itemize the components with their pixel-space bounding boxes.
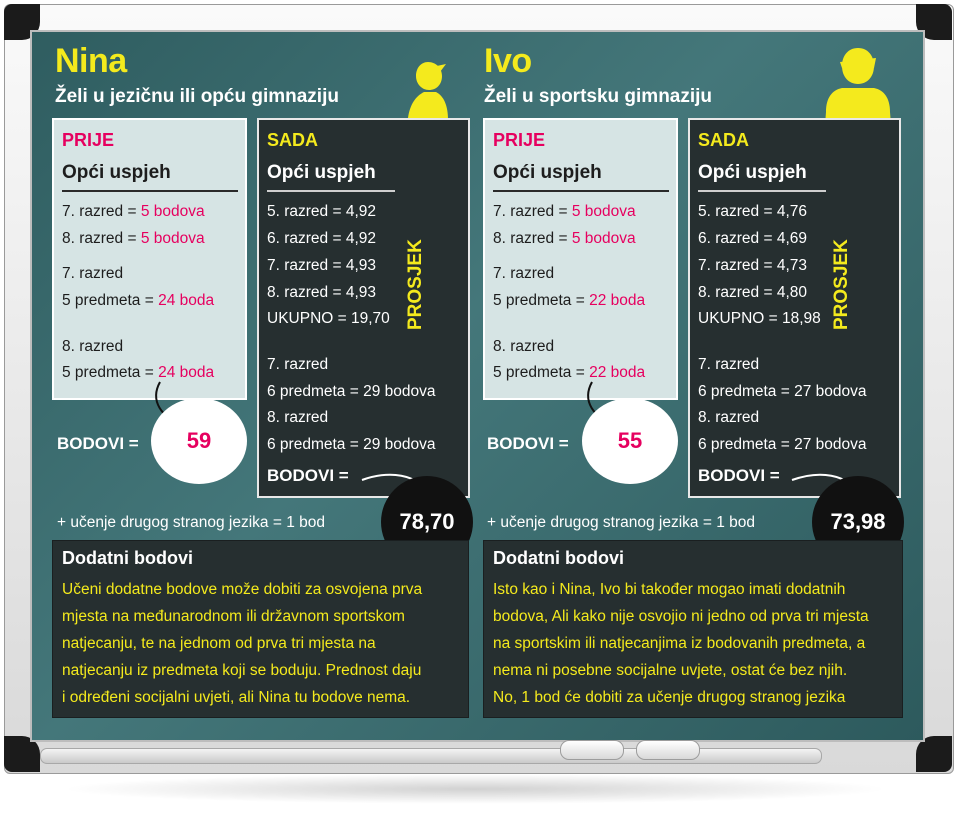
marker-tray — [40, 748, 822, 764]
dodatni-line: natjecanju, te na jednom od prva tri mje… — [62, 635, 376, 652]
sada-bodovi-label-left: BODOVI = — [267, 466, 349, 485]
sada-subject-line-left: 7. razred — [267, 356, 329, 373]
student-name-right: Ivo — [484, 42, 532, 80]
sada-bodovi-label-right: BODOVI = — [698, 466, 780, 485]
dodatni-box-right — [483, 540, 903, 718]
prosjek-label-right: PROSJEK — [831, 239, 852, 330]
sada-subject-line-left: 8. razred — [267, 409, 329, 426]
dodatni-title-left: Dodatni bodovi — [62, 548, 193, 568]
sada-avg-line-left: 6. razred = 4,92 — [267, 230, 376, 247]
dodatni-line: No, 1 bod će dobiti za učenje drugog str… — [493, 689, 846, 706]
sada-subject-line-right: 8. razred — [698, 409, 760, 426]
sada-avg-line-left: 5. razred = 4,92 — [267, 203, 376, 220]
frame-corner — [4, 736, 40, 772]
marker-icon — [636, 740, 700, 760]
dodatni-line: na sportskim ili natjecanjima iz bodovan… — [493, 635, 866, 652]
sada-avg-line-right: 6. razred = 4,69 — [698, 230, 807, 247]
prije-bodovi-label-left: BODOVI = — [57, 434, 139, 453]
sada-total-line-left: UKUPNO = 19,70 — [267, 310, 390, 327]
prije-rule-right — [493, 190, 669, 192]
extra-point-left: + učenje drugog stranog jezika = 1 bod — [57, 514, 325, 531]
sada-box-right — [688, 118, 901, 498]
prije-line-left: 7. razred — [62, 265, 124, 282]
prije-line-right: 7. razred = 5 bodova — [493, 203, 636, 220]
sada-section-left: Opći uspjeh — [267, 162, 376, 183]
dodatni-text-left: Učeni dodatne bodove može dobiti za osvo… — [62, 576, 422, 711]
sada-header-left: SADA — [267, 130, 319, 150]
sada-rule-left — [267, 190, 395, 192]
dodatni-line: mjesta na međunarodnom ili državnom spor… — [62, 608, 405, 625]
sada-subject-line-right: 6 predmeta = 27 bodova — [698, 383, 867, 400]
dodatni-line: natjecanju iz predmeta koji se boduju. P… — [62, 662, 422, 679]
student-name-left: Nina — [55, 42, 127, 80]
board-shadow — [60, 774, 890, 804]
sada-header-right: SADA — [698, 130, 750, 150]
sada-subject-line-right: 6 predmeta = 27 bodova — [698, 436, 867, 453]
prije-line-left: 5 predmeta = 24 boda — [62, 292, 215, 309]
prije-total-left: 59 — [151, 398, 247, 484]
dodatni-line: nema ni posebne socijalne uvjete, ostat … — [493, 662, 848, 679]
prije-line-left: 5 predmeta = 24 boda — [62, 364, 215, 381]
dodatni-box-left — [52, 540, 469, 718]
prije-line-right: 5 predmeta = 22 boda — [493, 292, 646, 309]
prije-line-left: 7. razred = 5 bodova — [62, 203, 205, 220]
sada-subject-line-left: 6 predmeta = 29 bodova — [267, 383, 436, 400]
prije-line-right: 5 predmeta = 22 boda — [493, 364, 646, 381]
dodatni-line: bodova, Ali kako nije osvojio ni jedno o… — [493, 608, 869, 625]
dodatni-text-right: Isto kao i Nina, Ivo bi također mogao im… — [493, 576, 869, 711]
sada-rule-right — [698, 190, 826, 192]
prosjek-label-left: PROSJEK — [405, 239, 426, 330]
prije-line-right: 8. razred = 5 bodova — [493, 230, 636, 247]
prije-rule-left — [62, 190, 238, 192]
prije-header-left: PRIJE — [62, 130, 115, 150]
student-goal-right: Želi u sportsku gimnaziju — [484, 86, 713, 107]
sada-total-line-right: UKUPNO = 18,98 — [698, 310, 821, 327]
extra-point-right: + učenje drugog stranog jezika = 1 bod — [487, 514, 755, 531]
prije-box-left — [52, 118, 247, 400]
dodatni-line: Učeni dodatne bodove može dobiti za osvo… — [62, 581, 423, 598]
dodatni-line: i određeni socijalni uvjeti, ali Nina tu… — [62, 689, 411, 706]
prije-section-right: Opći uspjeh — [493, 162, 602, 183]
sada-avg-line-right: 7. razred = 4,73 — [698, 257, 807, 274]
sada-avg-line-right: 8. razred = 4,80 — [698, 284, 807, 301]
prije-line-left: 8. razred — [62, 338, 124, 355]
prije-bodovi-label-right: BODOVI = — [487, 434, 569, 453]
sada-avg-line-right: 5. razred = 4,76 — [698, 203, 807, 220]
prije-section-left: Opći uspjeh — [62, 162, 171, 183]
prije-line-left: 8. razred = 5 bodova — [62, 230, 205, 247]
sada-avg-line-left: 8. razred = 4,93 — [267, 284, 376, 301]
sada-avg-line-left: 7. razred = 4,93 — [267, 257, 376, 274]
prije-line-right: 8. razred — [493, 338, 555, 355]
prije-total-right: 55 — [582, 398, 678, 484]
sada-section-right: Opći uspjeh — [698, 162, 807, 183]
student-goal-left: Želi u jezičnu ili opću gimnaziju — [55, 86, 339, 107]
sada-box-left — [257, 118, 470, 498]
prije-header-right: PRIJE — [493, 130, 546, 150]
frame-corner — [916, 736, 952, 772]
dodatni-title-right: Dodatni bodovi — [493, 548, 624, 568]
sada-subject-line-right: 7. razred — [698, 356, 760, 373]
dodatni-line: Isto kao i Nina, Ivo bi također mogao im… — [493, 581, 846, 598]
prije-box-right — [483, 118, 678, 400]
sada-subject-line-left: 6 predmeta = 29 bodova — [267, 436, 436, 453]
prije-line-right: 7. razred — [493, 265, 555, 282]
marker-icon — [560, 740, 624, 760]
